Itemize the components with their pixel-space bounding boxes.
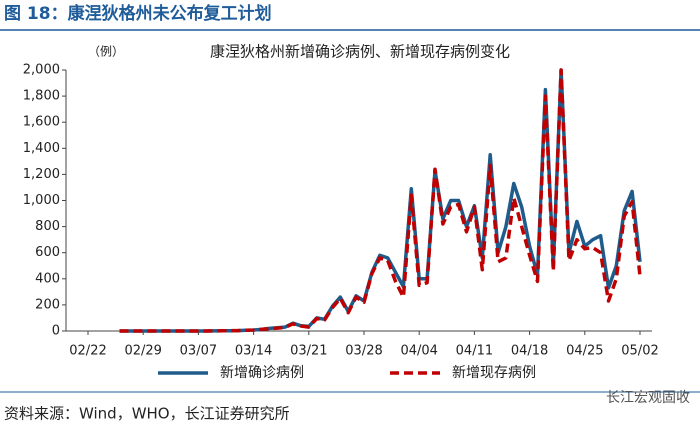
y-tick-label: 200 [35,297,60,312]
x-tick-label: 03/07 [180,344,217,359]
series-line [119,68,642,333]
y-tick-label: 2,000 [23,63,60,78]
watermark: 长江宏观固收 [606,390,690,406]
x-tick-label: 02/29 [124,344,161,359]
chart-title: 康涅狄格州新增确诊病例、新增现存病例变化 [210,43,510,61]
x-tick-label: 03/14 [235,344,272,359]
y-tick-label: 600 [35,245,60,260]
x-tick-label: 02/22 [69,344,106,359]
y-tick-label: 0 [52,324,60,339]
x-tick-label: 03/21 [290,344,327,359]
x-tick-label: 04/04 [400,344,437,359]
x-tick-label: 04/18 [511,344,548,359]
y-tick-label: 1,800 [23,89,60,104]
legend-label: 新增现存病例 [452,365,536,381]
figure-title: 图 18：康涅狄格州未公布复工计划 [4,3,272,24]
y-tick-label: 1,000 [23,193,60,208]
y-tick-label: 400 [35,271,60,286]
y-tick-label: 800 [35,219,60,234]
source: 资料来源：Wind，WHO，长江证券研究所 [4,405,290,423]
x-tick-label: 05/02 [621,344,658,359]
y-tick-label: 1,600 [23,115,60,130]
y-axis-label: （例） [88,45,124,59]
x-tick-label: 04/11 [456,344,493,359]
x-tick-label: 04/25 [566,344,603,359]
y-tick-label: 1,200 [23,167,60,182]
y-tick-label: 1,400 [23,141,60,156]
legend-label: 新增确诊病例 [220,365,304,381]
x-tick-label: 03/28 [345,344,382,359]
